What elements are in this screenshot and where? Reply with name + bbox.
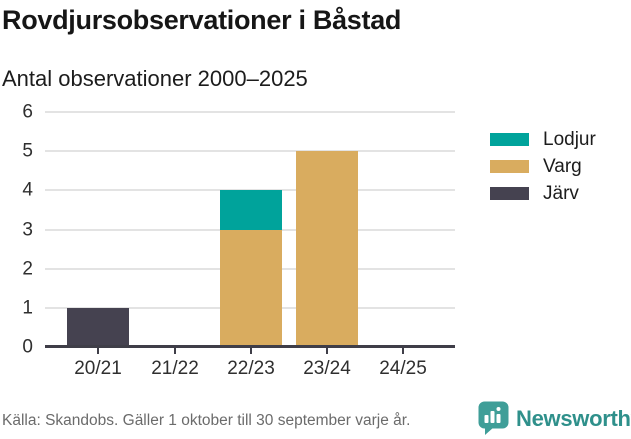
bar-23-24-varg xyxy=(296,151,358,347)
x-axis-line xyxy=(45,345,455,348)
x-tick-21-22 xyxy=(174,347,176,354)
bar-20-21-järv xyxy=(67,307,129,347)
legend-label-varg: Varg xyxy=(543,155,582,177)
y-tick-label-2: 2 xyxy=(22,258,33,280)
legend-label-lodjur: Lodjur xyxy=(543,128,596,150)
chart-subtitle: Antal observationer 2000–2025 xyxy=(2,66,308,91)
brand-name: Newsworthy xyxy=(516,405,631,431)
y-axis: 0 1 2 3 4 5 6 xyxy=(0,103,33,357)
legend-label-järv: Järv xyxy=(543,182,579,204)
legend: Lodjur Varg Järv xyxy=(490,129,596,210)
x-tick-22-23 xyxy=(250,347,252,354)
gridline-y6 xyxy=(45,111,455,113)
y-tick-label-3: 3 xyxy=(22,219,33,240)
legend-item-järv: Järv xyxy=(490,183,596,204)
y-tick-label-5: 5 xyxy=(22,140,33,162)
y-tick-label-4: 4 xyxy=(22,179,33,201)
bar-22-23-varg xyxy=(220,229,282,347)
y-tick-label-6: 6 xyxy=(22,101,33,123)
page-title: Rovdjursobservationer i Båstad xyxy=(2,5,402,35)
y-tick-label-1: 1 xyxy=(22,297,33,319)
x-axis: 20/21 21/22 22/23 23/24 24/25 xyxy=(45,358,455,382)
bar-22-23-lodjur xyxy=(220,190,282,230)
newsworthy-logo-icon xyxy=(478,401,509,435)
legend-item-lodjur: Lodjur xyxy=(490,129,596,150)
legend-swatch-varg xyxy=(490,160,529,173)
x-tick-20-21 xyxy=(97,347,99,354)
legend-swatch-järv xyxy=(490,187,529,200)
legend-swatch-lodjur xyxy=(490,133,529,146)
source-note: Källa: Skandobs. Gäller 1 oktober till 3… xyxy=(2,412,411,429)
x-tick-label-20-21: 20/21 xyxy=(74,358,122,379)
legend-item-varg: Varg xyxy=(490,156,596,177)
x-tick-label-23-24: 23/24 xyxy=(303,358,351,379)
brand-link[interactable]: Newsworthy xyxy=(478,401,631,436)
gridline-y5 xyxy=(45,150,455,153)
x-tick-label-24-25: 24/25 xyxy=(379,358,427,379)
x-tick-label-21-22: 21/22 xyxy=(151,358,199,379)
x-tick-24-25 xyxy=(402,347,404,354)
y-tick-label-0: 0 xyxy=(22,336,33,358)
plot-area xyxy=(45,111,455,354)
x-tick-label-22-23: 22/23 xyxy=(227,358,275,379)
x-tick-23-24 xyxy=(326,347,328,354)
